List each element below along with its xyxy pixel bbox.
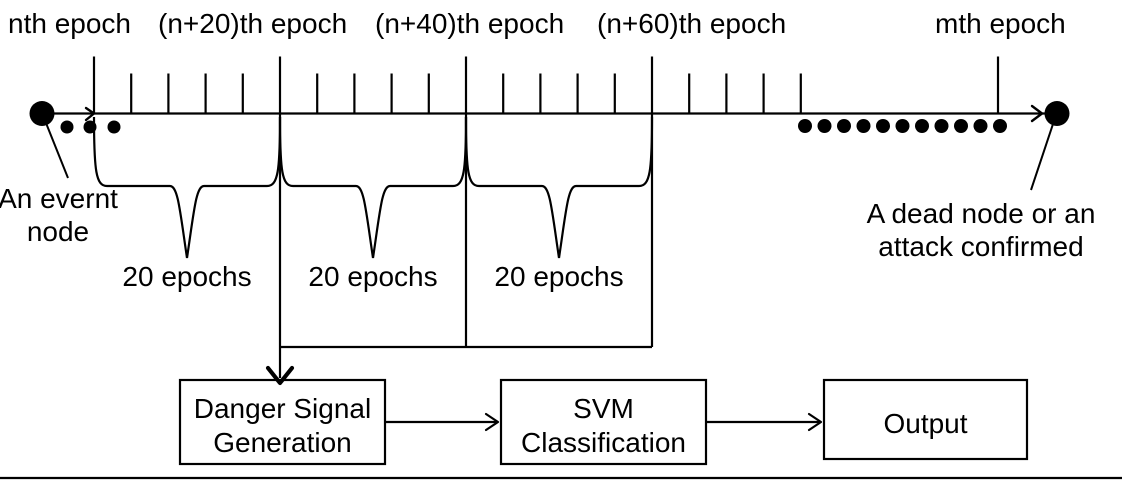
svg-text:20 epochs: 20 epochs	[308, 261, 437, 292]
svg-text:A dead node or an: A dead node or an	[867, 198, 1096, 229]
svg-text:Danger Signal: Danger Signal	[194, 393, 371, 424]
svg-text:20 epochs: 20 epochs	[122, 261, 251, 292]
svg-text:20 epochs: 20 epochs	[494, 261, 623, 292]
svg-text:(n+60)th epoch: (n+60)th epoch	[597, 8, 786, 39]
svg-text:(n+20)th epoch: (n+20)th epoch	[158, 8, 347, 39]
svg-text:node: node	[27, 216, 89, 247]
svg-text:Classification: Classification	[521, 427, 686, 458]
svg-text:nth epoch: nth epoch	[8, 8, 131, 39]
svg-text:Output: Output	[883, 408, 967, 439]
svg-text:Generation: Generation	[213, 427, 352, 458]
svg-text:(n+40)th epoch: (n+40)th epoch	[375, 8, 564, 39]
svg-text:SVM: SVM	[573, 393, 634, 424]
svg-text:mth epoch: mth epoch	[935, 8, 1066, 39]
svg-text:An evernt: An evernt	[0, 183, 118, 214]
svg-text:attack confirmed: attack confirmed	[878, 231, 1083, 262]
